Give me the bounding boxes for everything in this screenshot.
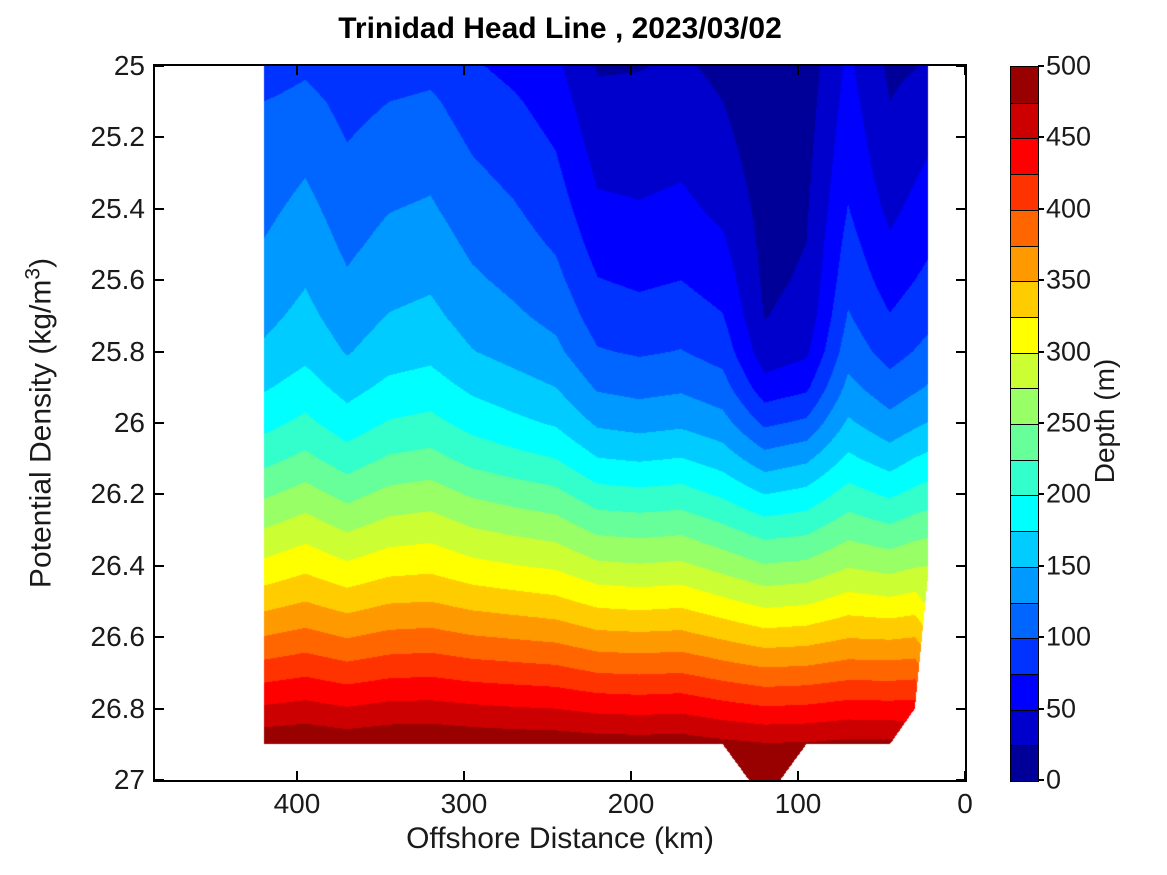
colorbar-segment — [1011, 424, 1038, 460]
colorbar-tick — [1038, 207, 1044, 210]
colorbar-segment — [1011, 673, 1038, 710]
y-tick-left — [155, 136, 164, 139]
x-tick-bottom — [462, 771, 465, 780]
x-tick-bottom — [295, 771, 298, 780]
y-tick-label: 26.6 — [90, 621, 146, 653]
colorbar-tick-label: 400 — [1046, 193, 1092, 224]
y-tick-label: 25.8 — [90, 335, 146, 367]
y-tick-label: 26 — [113, 407, 145, 438]
colorbar-tick — [1038, 636, 1044, 639]
colorbar — [1010, 66, 1039, 782]
y-tick-left — [155, 207, 164, 210]
x-tick-top — [295, 66, 298, 75]
colorbar-segment — [1011, 388, 1038, 424]
colorbar-segment — [1011, 495, 1038, 532]
colorbar-segment — [1011, 245, 1038, 282]
y-tick-right — [956, 707, 965, 710]
x-tick-bottom — [796, 771, 799, 780]
y-tick-left — [155, 422, 164, 424]
colorbar-tick — [1038, 779, 1044, 781]
y-tick-label: 25 — [113, 50, 145, 81]
colorbar-segment — [1011, 638, 1038, 674]
chart-title: Trinidad Head Line , 2023/03/02 — [338, 12, 782, 45]
y-tick-right — [956, 779, 965, 781]
y-tick-label: 26.4 — [90, 549, 146, 581]
y-tick-right — [956, 65, 965, 67]
colorbar-tick-label: 350 — [1046, 264, 1092, 295]
colorbar-segment — [1011, 316, 1038, 353]
y-tick-left — [155, 779, 164, 781]
colorbar-tick — [1038, 493, 1044, 496]
colorbar-segment — [1011, 209, 1038, 246]
colorbar-segment — [1011, 138, 1038, 175]
y-tick-right — [956, 564, 965, 567]
y-tick-left — [155, 65, 164, 67]
y-tick-right — [956, 493, 965, 496]
x-tick-label: 100 — [774, 788, 822, 819]
x-tick-top — [629, 66, 632, 75]
y-tick-left — [155, 636, 164, 639]
colorbar-tick-label: 450 — [1046, 121, 1092, 152]
y-tick-left — [155, 493, 164, 496]
colorbar-segment — [1011, 745, 1038, 781]
y-tick-label: 27 — [113, 764, 145, 795]
colorbar-tick-label: 200 — [1046, 478, 1092, 509]
colorbar-tick-label: 100 — [1046, 621, 1092, 652]
y-tick-label: 25.6 — [90, 264, 146, 296]
colorbar-segment — [1011, 602, 1038, 639]
x-tick-label: 0 — [957, 788, 973, 819]
colorbar-tick — [1038, 136, 1044, 139]
colorbar-segment — [1011, 102, 1038, 139]
colorbar-label: Depth (m) — [1089, 358, 1120, 484]
y-tick-label: 25.2 — [90, 121, 146, 153]
x-axis-label: Offshore Distance (km) — [406, 822, 714, 855]
y-tick-left — [155, 707, 164, 710]
y-tick-left — [155, 279, 164, 282]
colorbar-segment — [1011, 174, 1038, 210]
x-tick-label: 300 — [440, 788, 488, 819]
colorbar-segment — [1011, 709, 1038, 746]
colorbar-segment — [1011, 281, 1038, 317]
colorbar-tick-label: 250 — [1046, 407, 1092, 438]
colorbar-segment — [1011, 352, 1038, 389]
colorbar-segment — [1011, 67, 1038, 103]
y-tick-right — [956, 279, 965, 282]
contour-plot-canvas — [155, 66, 965, 780]
colorbar-tick-label: 150 — [1046, 550, 1092, 581]
y-tick-right — [956, 422, 965, 424]
colorbar-tick-label: 300 — [1046, 336, 1092, 367]
colorbar-tick — [1038, 422, 1044, 424]
x-tick-label: 200 — [607, 788, 655, 819]
colorbar-tick — [1038, 279, 1044, 282]
colorbar-tick — [1038, 350, 1044, 353]
y-tick-left — [155, 350, 164, 353]
x-tick-top — [462, 66, 465, 75]
y-tick-right — [956, 636, 965, 639]
colorbar-tick — [1038, 65, 1044, 67]
colorbar-tick-label: 500 — [1046, 50, 1092, 81]
colorbar-tick-label: 0 — [1046, 764, 1062, 795]
x-tick-top — [796, 66, 799, 75]
colorbar-segment — [1011, 459, 1038, 496]
colorbar-tick — [1038, 564, 1044, 567]
x-tick-label: 400 — [273, 788, 321, 819]
y-tick-right — [956, 350, 965, 353]
y-tick-label: 26.8 — [90, 692, 146, 724]
y-tick-label: 26.2 — [90, 478, 146, 510]
y-tick-left — [155, 564, 164, 567]
y-tick-right — [956, 136, 965, 139]
y-axis-label-superscript: 3 — [21, 267, 45, 280]
colorbar-tick-label: 50 — [1046, 693, 1077, 724]
x-tick-top — [964, 66, 966, 75]
x-tick-bottom — [629, 771, 632, 780]
y-axis-label: Potential Density (kg/m3) — [21, 257, 58, 589]
y-tick-right — [956, 207, 965, 210]
y-tick-label: 25.4 — [90, 192, 146, 224]
colorbar-tick — [1038, 707, 1044, 710]
colorbar-segment — [1011, 566, 1038, 603]
colorbar-segment — [1011, 531, 1038, 567]
